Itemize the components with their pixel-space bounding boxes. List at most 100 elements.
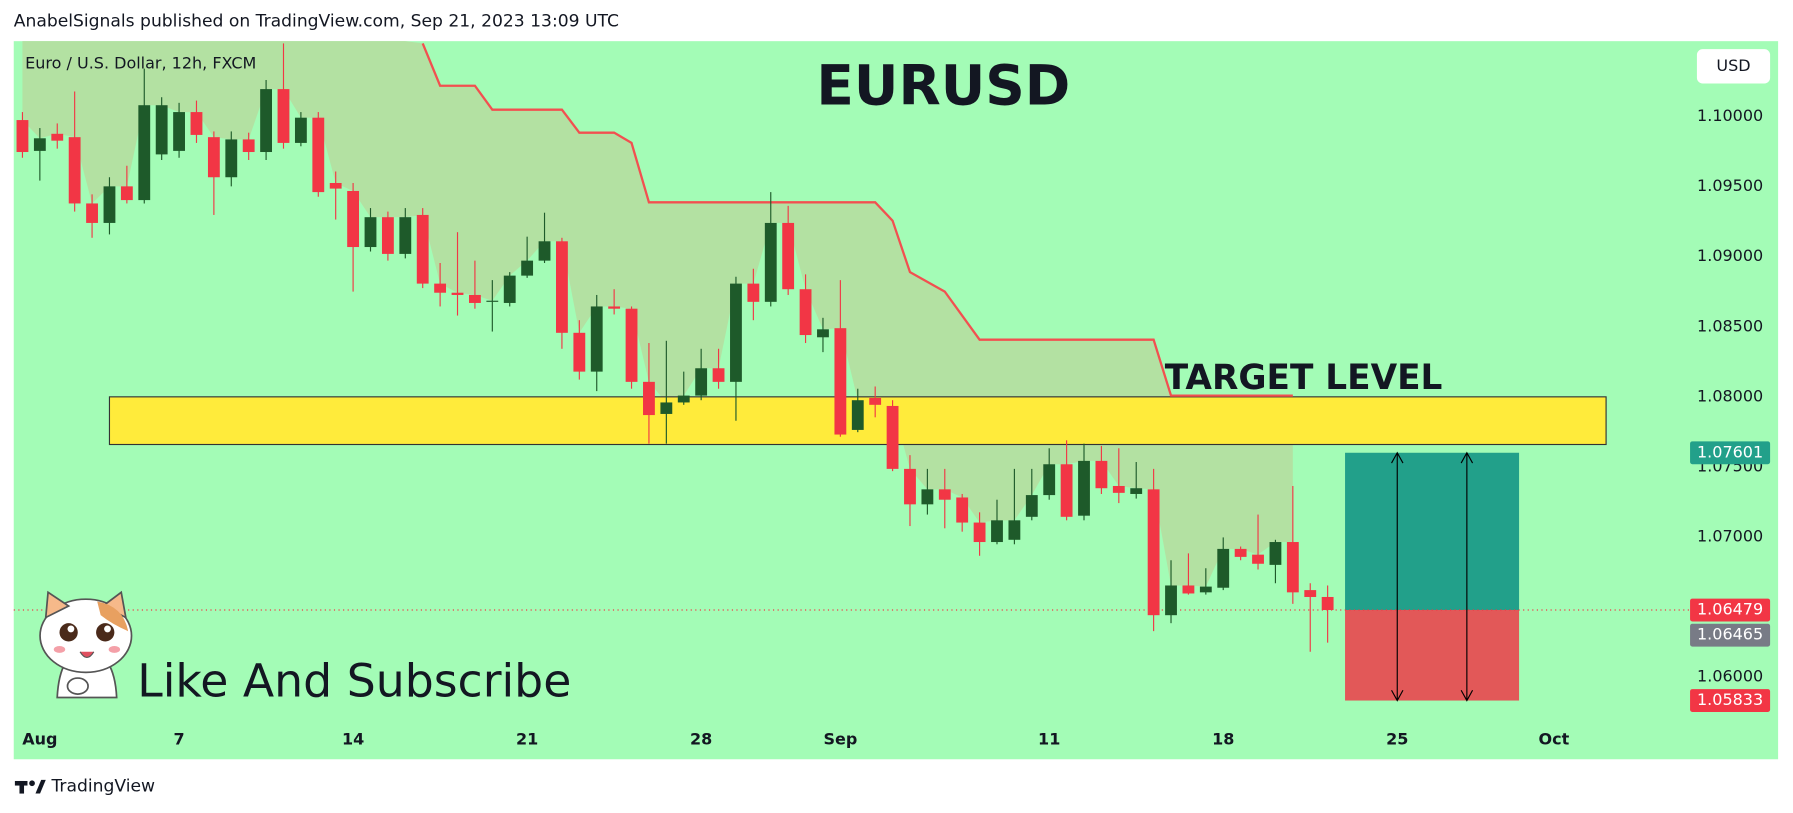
candle-body bbox=[1008, 520, 1021, 540]
y-tick-label: 1.10000 bbox=[1697, 106, 1763, 125]
candle-body bbox=[486, 300, 499, 302]
candle-body bbox=[1217, 548, 1230, 588]
candle-body bbox=[173, 112, 185, 151]
candle-body bbox=[1043, 464, 1056, 496]
candle-body bbox=[538, 241, 551, 261]
candle-body bbox=[1286, 542, 1299, 593]
candle-body bbox=[312, 117, 325, 193]
candle-body bbox=[521, 260, 534, 276]
candle-body bbox=[347, 190, 360, 248]
candle-body bbox=[381, 217, 394, 254]
candle-body bbox=[416, 214, 429, 284]
candle-body bbox=[904, 468, 916, 505]
y-tick-label: 1.08500 bbox=[1697, 316, 1763, 335]
x-tick-label: 25 bbox=[1386, 729, 1408, 748]
y-tick-label: 1.08000 bbox=[1697, 386, 1763, 405]
candle-body bbox=[503, 275, 516, 303]
candle-body bbox=[451, 292, 464, 295]
y-tick-label: 1.09000 bbox=[1697, 246, 1763, 265]
candle-body bbox=[956, 497, 969, 523]
currency-button[interactable] bbox=[1696, 49, 1771, 84]
cat-sticker bbox=[39, 590, 133, 699]
candle-body bbox=[851, 400, 864, 430]
candle-body bbox=[86, 203, 98, 223]
candle-body bbox=[434, 283, 447, 293]
candle-body bbox=[1078, 460, 1090, 516]
candle-body bbox=[556, 241, 568, 333]
y-tick-label: 1.09500 bbox=[1697, 176, 1763, 195]
position-arrow bbox=[1460, 451, 1474, 702]
candle-body bbox=[921, 489, 934, 505]
candle-body bbox=[1234, 548, 1247, 557]
position-profit bbox=[1345, 452, 1520, 611]
candle-body bbox=[33, 138, 46, 151]
candle-body bbox=[643, 381, 655, 416]
x-tick-label: 28 bbox=[690, 729, 712, 748]
candle-body bbox=[1025, 495, 1038, 517]
candle-body bbox=[120, 186, 133, 201]
candle-body bbox=[764, 222, 777, 302]
price-label-box bbox=[1690, 441, 1771, 465]
candle-body bbox=[1252, 554, 1264, 564]
brand-logo bbox=[14, 779, 46, 794]
footer-brand: TradingView bbox=[50, 777, 155, 797]
candle-body bbox=[677, 395, 690, 403]
candle-body bbox=[1321, 596, 1334, 611]
candle-body bbox=[573, 332, 586, 372]
candle-body bbox=[1060, 464, 1073, 517]
header: AnabelSignals published on TradingView.c… bbox=[14, 12, 619, 32]
x-tick-label: 18 bbox=[1212, 729, 1234, 748]
candle-body bbox=[329, 182, 342, 189]
candle-body bbox=[468, 294, 481, 303]
x-tick-label: 11 bbox=[1038, 729, 1060, 748]
currency: USD bbox=[1716, 56, 1750, 75]
candle-body bbox=[277, 89, 290, 143]
candle-body bbox=[1269, 542, 1282, 565]
candle-body bbox=[242, 139, 255, 153]
trend-fill bbox=[22, 41, 1293, 587]
annotation: Like And Subscribe bbox=[137, 654, 571, 707]
candle-body bbox=[695, 368, 708, 396]
candle-body bbox=[1147, 489, 1160, 616]
chart-title: EURUSD bbox=[816, 53, 1070, 117]
candle-body bbox=[730, 283, 742, 382]
supertrend-line bbox=[421, 42, 1293, 397]
candle-body bbox=[1130, 488, 1143, 494]
candle-body bbox=[138, 105, 151, 201]
candle-body bbox=[590, 306, 603, 372]
candle-body bbox=[1199, 586, 1212, 593]
position-arrow bbox=[1391, 451, 1404, 702]
candle-body bbox=[51, 133, 64, 141]
price-label: 1.06479 bbox=[1697, 600, 1763, 619]
candle-body bbox=[886, 405, 899, 469]
candle-body bbox=[799, 289, 812, 336]
candle-body bbox=[782, 222, 795, 290]
price-label-box bbox=[1690, 689, 1771, 712]
candle-body bbox=[1095, 460, 1108, 489]
candle-body bbox=[938, 489, 951, 500]
candle-body bbox=[207, 137, 220, 178]
price-label: 1.05833 bbox=[1697, 690, 1763, 709]
x-tick-label: Oct bbox=[1539, 729, 1570, 748]
candle-body bbox=[260, 89, 273, 153]
candle-body bbox=[225, 139, 238, 178]
x-tick-label: Aug bbox=[22, 729, 57, 748]
candle-body bbox=[190, 112, 203, 135]
x-tick-label: Sep bbox=[823, 729, 857, 748]
candle-body bbox=[625, 308, 638, 382]
x-tick-label: 7 bbox=[174, 729, 185, 748]
candle-body bbox=[1182, 585, 1195, 594]
candle-body bbox=[103, 186, 116, 223]
candle-body bbox=[364, 217, 377, 248]
candle-body bbox=[1112, 485, 1125, 493]
candle-body bbox=[747, 283, 760, 302]
x-tick-label: 21 bbox=[516, 729, 538, 748]
candle-body bbox=[68, 137, 81, 204]
candle-body bbox=[834, 328, 847, 435]
price-label-box bbox=[1690, 623, 1771, 647]
candle-body bbox=[712, 368, 725, 382]
price-label: 1.06465 bbox=[1697, 625, 1763, 644]
x-tick-label: 14 bbox=[342, 729, 364, 748]
